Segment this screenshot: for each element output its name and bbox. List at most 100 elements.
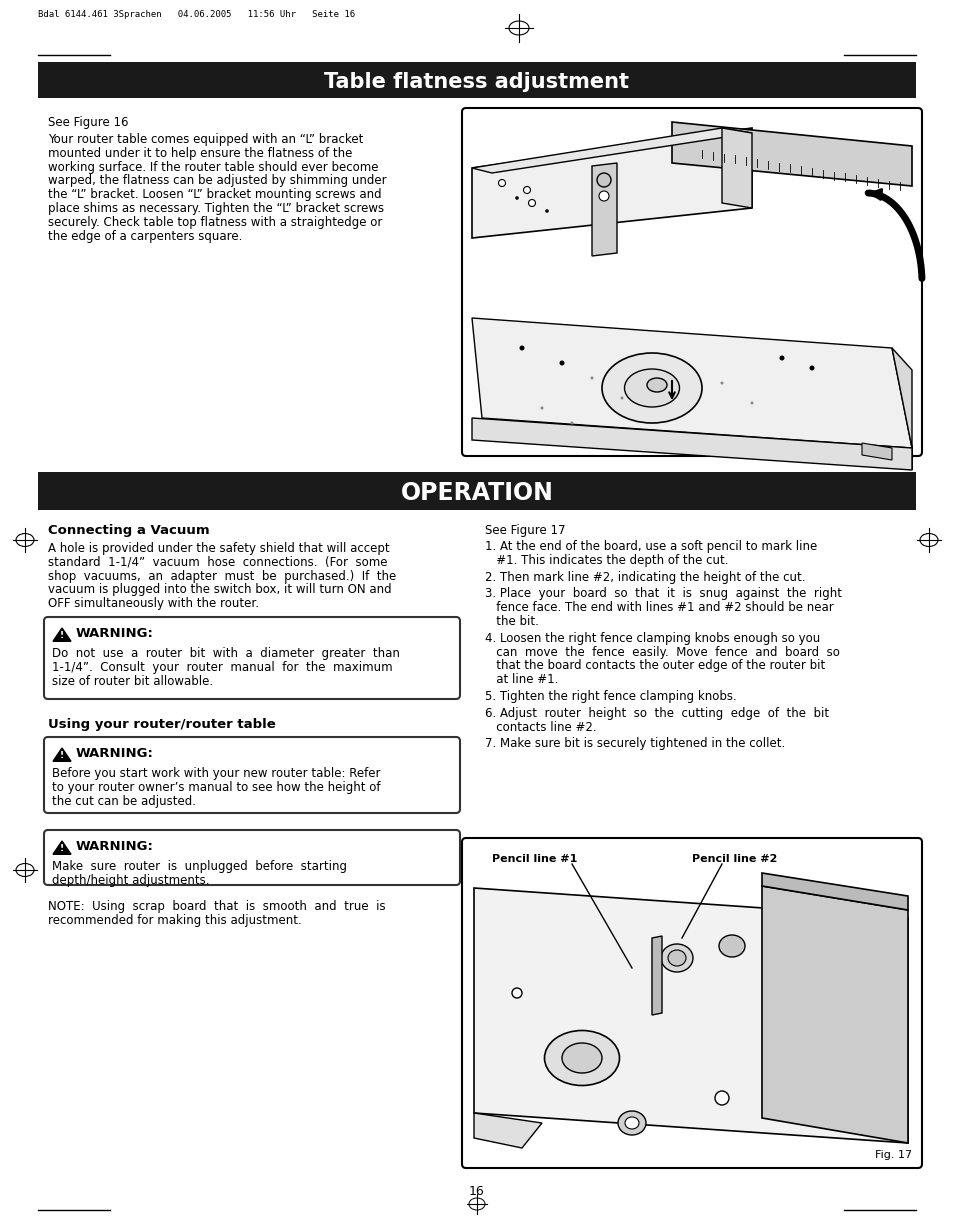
Polygon shape — [651, 936, 661, 1015]
Text: OFF simultaneously with the router.: OFF simultaneously with the router. — [48, 598, 258, 610]
Polygon shape — [891, 348, 911, 470]
Text: size of router bit allowable.: size of router bit allowable. — [52, 674, 213, 688]
Text: 1. At the end of the board, use a soft pencil to mark line: 1. At the end of the board, use a soft p… — [484, 540, 817, 553]
FancyBboxPatch shape — [44, 738, 459, 813]
Text: Do  not  use  a  router  bit  with  a  diameter  greater  than: Do not use a router bit with a diameter … — [52, 647, 399, 660]
Text: Before you start work with your new router table: Refer: Before you start work with your new rout… — [52, 767, 380, 780]
Circle shape — [750, 402, 753, 404]
Text: the “L” bracket. Loosen “L” bracket mounting screws and: the “L” bracket. Loosen “L” bracket moun… — [48, 189, 381, 201]
Text: Pencil line #2: Pencil line #2 — [691, 854, 777, 864]
Polygon shape — [671, 122, 911, 186]
Ellipse shape — [618, 1111, 645, 1135]
Polygon shape — [472, 417, 911, 470]
Polygon shape — [472, 128, 751, 173]
Circle shape — [597, 173, 610, 187]
Polygon shape — [53, 841, 71, 854]
Text: the bit.: the bit. — [484, 615, 538, 628]
Text: can  move  the  fence  easily.  Move  fence  and  board  so: can move the fence easily. Move fence an… — [484, 645, 839, 658]
Text: WARNING:: WARNING: — [76, 627, 153, 640]
Circle shape — [809, 365, 814, 370]
Text: Pencil line #1: Pencil line #1 — [492, 854, 577, 864]
Polygon shape — [761, 873, 907, 910]
Text: to your router owner’s manual to see how the height of: to your router owner’s manual to see how… — [52, 781, 380, 793]
Circle shape — [590, 376, 593, 380]
Polygon shape — [761, 886, 907, 1143]
FancyBboxPatch shape — [461, 108, 921, 456]
Text: that the board contacts the outer edge of the router bit: that the board contacts the outer edge o… — [484, 660, 824, 673]
Circle shape — [519, 346, 524, 350]
Text: Table flatness adjustment: Table flatness adjustment — [324, 72, 629, 92]
Text: Your router table comes equipped with an “L” bracket: Your router table comes equipped with an… — [48, 133, 363, 146]
Text: vacuum is plugged into the switch box, it will turn ON and: vacuum is plugged into the switch box, i… — [48, 583, 392, 596]
Ellipse shape — [624, 369, 679, 406]
Ellipse shape — [646, 378, 666, 392]
Polygon shape — [721, 128, 751, 208]
Polygon shape — [474, 888, 907, 1143]
Circle shape — [720, 381, 722, 385]
FancyBboxPatch shape — [44, 617, 459, 699]
Bar — [38, 472, 915, 510]
Ellipse shape — [719, 935, 744, 957]
Text: fence face. The end with lines #1 and #2 should be near: fence face. The end with lines #1 and #2… — [484, 601, 833, 615]
FancyBboxPatch shape — [44, 830, 459, 885]
Text: WARNING:: WARNING: — [76, 747, 153, 759]
Text: 2. Then mark line #2, indicating the height of the cut.: 2. Then mark line #2, indicating the hei… — [484, 571, 804, 584]
Polygon shape — [862, 443, 891, 460]
Text: depth/height adjustments.: depth/height adjustments. — [52, 874, 210, 887]
Ellipse shape — [667, 950, 685, 966]
Text: mounted under it to help ensure the flatness of the: mounted under it to help ensure the flat… — [48, 147, 352, 159]
Polygon shape — [474, 1114, 541, 1148]
Ellipse shape — [660, 944, 692, 972]
Text: standard  1-1/4”  vacuum  hose  connections.  (For  some: standard 1-1/4” vacuum hose connections.… — [48, 556, 387, 568]
Bar — [38, 62, 915, 99]
Text: working surface. If the router table should ever become: working surface. If the router table sho… — [48, 161, 378, 174]
Circle shape — [544, 209, 548, 213]
Text: !: ! — [60, 845, 64, 853]
Text: warped, the flatness can be adjusted by shimming under: warped, the flatness can be adjusted by … — [48, 174, 386, 187]
Polygon shape — [53, 628, 71, 641]
Text: Fig. 16: Fig. 16 — [874, 438, 911, 448]
Text: 3. Place  your  board  so  that  it  is  snug  against  the  right: 3. Place your board so that it is snug a… — [484, 588, 841, 600]
Text: shop  vacuums,  an  adapter  must  be  purchased.)  If  the: shop vacuums, an adapter must be purchas… — [48, 570, 395, 583]
FancyBboxPatch shape — [461, 839, 921, 1168]
Circle shape — [558, 360, 564, 365]
Circle shape — [512, 988, 521, 998]
Text: contacts line #2.: contacts line #2. — [484, 720, 596, 734]
Text: OPERATION: OPERATION — [400, 481, 553, 505]
Text: Bdal 6144.461 3Sprachen   04.06.2005   11:56 Uhr   Seite 16: Bdal 6144.461 3Sprachen 04.06.2005 11:56… — [38, 10, 355, 19]
Text: !: ! — [60, 632, 64, 640]
Polygon shape — [53, 748, 71, 762]
Text: See Figure 16: See Figure 16 — [48, 116, 129, 129]
Circle shape — [714, 1090, 728, 1105]
Text: recommended for making this adjustment.: recommended for making this adjustment. — [48, 914, 301, 927]
Circle shape — [779, 355, 783, 360]
Circle shape — [598, 191, 608, 201]
Circle shape — [619, 397, 623, 399]
Text: See Figure 17: See Figure 17 — [484, 525, 565, 537]
Text: Connecting a Vacuum: Connecting a Vacuum — [48, 525, 210, 537]
Circle shape — [540, 406, 543, 409]
Text: Using your router/router table: Using your router/router table — [48, 718, 275, 731]
Ellipse shape — [601, 353, 701, 424]
Ellipse shape — [561, 1043, 601, 1073]
Text: WARNING:: WARNING: — [76, 840, 153, 853]
Polygon shape — [472, 318, 911, 448]
Text: securely. Check table top flatness with a straightedge or: securely. Check table top flatness with … — [48, 215, 382, 229]
Text: Fig. 17: Fig. 17 — [874, 1150, 911, 1160]
Circle shape — [523, 186, 530, 194]
Ellipse shape — [544, 1031, 618, 1086]
Text: Make  sure  router  is  unplugged  before  starting: Make sure router is unplugged before sta… — [52, 860, 347, 873]
Text: at line #1.: at line #1. — [484, 673, 558, 686]
Text: 7. Make sure bit is securely tightened in the collet.: 7. Make sure bit is securely tightened i… — [484, 738, 784, 751]
Text: 4. Loosen the right fence clamping knobs enough so you: 4. Loosen the right fence clamping knobs… — [484, 632, 820, 645]
Circle shape — [528, 200, 535, 207]
Text: !: ! — [60, 751, 64, 761]
Text: 6. Adjust  router  height  so  the  cutting  edge  of  the  bit: 6. Adjust router height so the cutting e… — [484, 707, 828, 719]
Circle shape — [498, 179, 505, 186]
Text: 1-1/4”.  Consult  your  router  manual  for  the  maximum: 1-1/4”. Consult your router manual for t… — [52, 661, 393, 674]
Polygon shape — [592, 163, 617, 256]
Ellipse shape — [624, 1117, 639, 1129]
Circle shape — [515, 196, 518, 200]
Text: 16: 16 — [469, 1185, 484, 1198]
Text: NOTE:  Using  scrap  board  that  is  smooth  and  true  is: NOTE: Using scrap board that is smooth a… — [48, 901, 385, 913]
